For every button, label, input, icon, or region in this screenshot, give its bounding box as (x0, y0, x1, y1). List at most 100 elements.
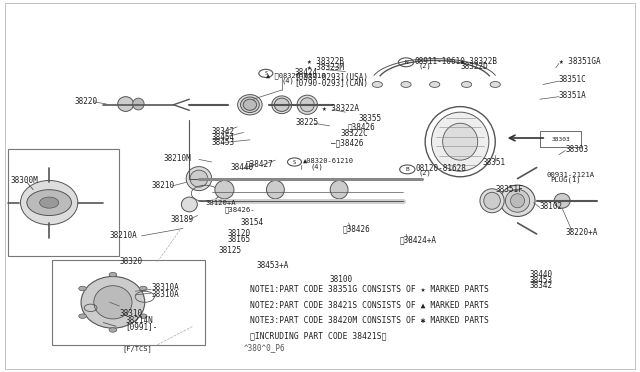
Text: NOTE1:PART CODE 38351G CONSISTS OF ★ MARKED PARTS: NOTE1:PART CODE 38351G CONSISTS OF ★ MAR… (250, 285, 489, 294)
Bar (540, 131, 581, 147)
Ellipse shape (480, 189, 504, 213)
Circle shape (79, 314, 86, 318)
Circle shape (372, 81, 383, 87)
Circle shape (401, 81, 411, 87)
Text: N: N (404, 60, 408, 65)
Text: 38342: 38342 (529, 281, 552, 290)
Text: 08911-10610: 08911-10610 (415, 57, 466, 66)
Bar (8, 149, 119, 256)
Text: NOTE2:PART CODE 38421S CONSISTS OF ▲ MARKED PARTS: NOTE2:PART CODE 38421S CONSISTS OF ▲ MAR… (250, 300, 489, 310)
Circle shape (27, 190, 72, 215)
Ellipse shape (94, 286, 132, 319)
Ellipse shape (118, 97, 134, 112)
Ellipse shape (186, 167, 212, 190)
Text: ★ 38322B: ★ 38322B (307, 57, 344, 66)
Text: ‸38424+A: ‸38424+A (399, 235, 436, 244)
Text: (2): (2) (419, 170, 431, 176)
Text: 〈INCRUDING PART CODE 38421S〉: 〈INCRUDING PART CODE 38421S〉 (250, 331, 387, 340)
Text: ▲ Ⓝ08320-61210: ▲ Ⓝ08320-61210 (266, 72, 325, 78)
Text: 38210M: 38210M (164, 154, 191, 163)
Text: 38125: 38125 (218, 246, 241, 255)
Text: ‸38427: ‸38427 (246, 159, 273, 169)
Text: 38100: 38100 (330, 275, 353, 283)
Text: [0889-0293](USA): [0889-0293](USA) (294, 73, 369, 82)
Text: PLUG(1): PLUG(1) (550, 176, 581, 183)
Text: 38102: 38102 (540, 202, 563, 211)
Text: 00931-2121A: 00931-2121A (546, 172, 595, 178)
Text: S: S (293, 160, 296, 164)
Text: 38440: 38440 (529, 270, 552, 279)
Circle shape (40, 197, 59, 208)
Circle shape (140, 314, 147, 318)
Text: ★ 38351GA: ★ 38351GA (559, 57, 600, 66)
Text: 38440: 38440 (231, 163, 254, 172)
Circle shape (490, 81, 500, 87)
Ellipse shape (511, 194, 525, 208)
Ellipse shape (275, 98, 289, 112)
Circle shape (461, 81, 472, 87)
Circle shape (140, 286, 147, 291)
Ellipse shape (500, 185, 535, 217)
Text: 38342: 38342 (212, 127, 235, 136)
Ellipse shape (190, 170, 208, 187)
Text: ▲08320-61210: ▲08320-61210 (303, 158, 354, 164)
Text: 38351A: 38351A (559, 91, 587, 100)
Text: 38300M: 38300M (11, 176, 38, 185)
Text: ★ 38323M: ★ 38323M (307, 62, 344, 72)
Ellipse shape (443, 123, 477, 160)
Ellipse shape (300, 98, 314, 112)
Text: [0790-0293](CAN): [0790-0293](CAN) (294, 79, 369, 88)
Text: 38320: 38320 (119, 257, 142, 266)
Text: 38220: 38220 (75, 97, 98, 106)
Ellipse shape (484, 192, 500, 209)
Text: 38424: 38424 (294, 68, 317, 77)
Text: ★ 38322B: ★ 38322B (460, 57, 497, 66)
Text: ^380^0_P6: ^380^0_P6 (244, 343, 285, 352)
Text: 38303: 38303 (565, 145, 588, 154)
Text: 38120: 38120 (228, 230, 251, 238)
Bar (52, 260, 205, 345)
Text: 38189: 38189 (170, 215, 193, 224)
Text: ★ 38322A: ★ 38322A (322, 104, 359, 113)
Circle shape (109, 272, 116, 277)
Text: 38210: 38210 (151, 182, 174, 190)
Ellipse shape (297, 95, 317, 114)
Text: 38310A: 38310A (151, 291, 179, 299)
Text: 38220+A: 38220+A (565, 228, 598, 237)
Text: 38322D: 38322D (460, 62, 488, 71)
Circle shape (79, 286, 86, 291)
Text: 38214N: 38214N (125, 316, 154, 325)
Ellipse shape (237, 94, 262, 115)
Text: NOTE3:PART CODE 38420M CONSISTS OF ✱ MARKED PARTS: NOTE3:PART CODE 38420M CONSISTS OF ✱ MAR… (250, 316, 489, 325)
Ellipse shape (554, 193, 570, 208)
Text: 38355: 38355 (358, 114, 381, 123)
Text: (4): (4) (282, 77, 294, 84)
Text: 38351C: 38351C (559, 75, 587, 84)
Text: —‸38426: —‸38426 (332, 138, 364, 147)
Text: 38303: 38303 (551, 137, 570, 142)
Circle shape (429, 81, 440, 87)
Text: 38165: 38165 (228, 235, 251, 244)
Text: (4): (4) (310, 163, 323, 170)
Text: 38310: 38310 (119, 309, 142, 318)
Text: S: S (264, 71, 268, 76)
Text: 38453: 38453 (212, 138, 235, 147)
Text: [F/TCS]: [F/TCS] (122, 345, 152, 352)
Ellipse shape (506, 189, 530, 212)
Text: 38120+A: 38120+A (205, 200, 236, 206)
Ellipse shape (81, 276, 145, 328)
Ellipse shape (266, 180, 284, 199)
Text: 38154: 38154 (241, 218, 264, 227)
Text: 38453+A: 38453+A (256, 261, 289, 270)
Ellipse shape (431, 112, 489, 171)
Text: ‸38426: ‸38426 (342, 224, 370, 233)
Text: 38322C: 38322C (340, 129, 368, 138)
Text: 38210A: 38210A (109, 231, 138, 240)
Ellipse shape (243, 99, 257, 110)
Ellipse shape (181, 197, 197, 212)
Text: 38225: 38225 (296, 118, 319, 126)
Text: 08120-81628: 08120-81628 (415, 164, 467, 173)
Text: 38454: 38454 (212, 133, 235, 142)
Text: ‸38426-: ‸38426- (225, 207, 255, 213)
Text: 38351: 38351 (483, 157, 506, 167)
